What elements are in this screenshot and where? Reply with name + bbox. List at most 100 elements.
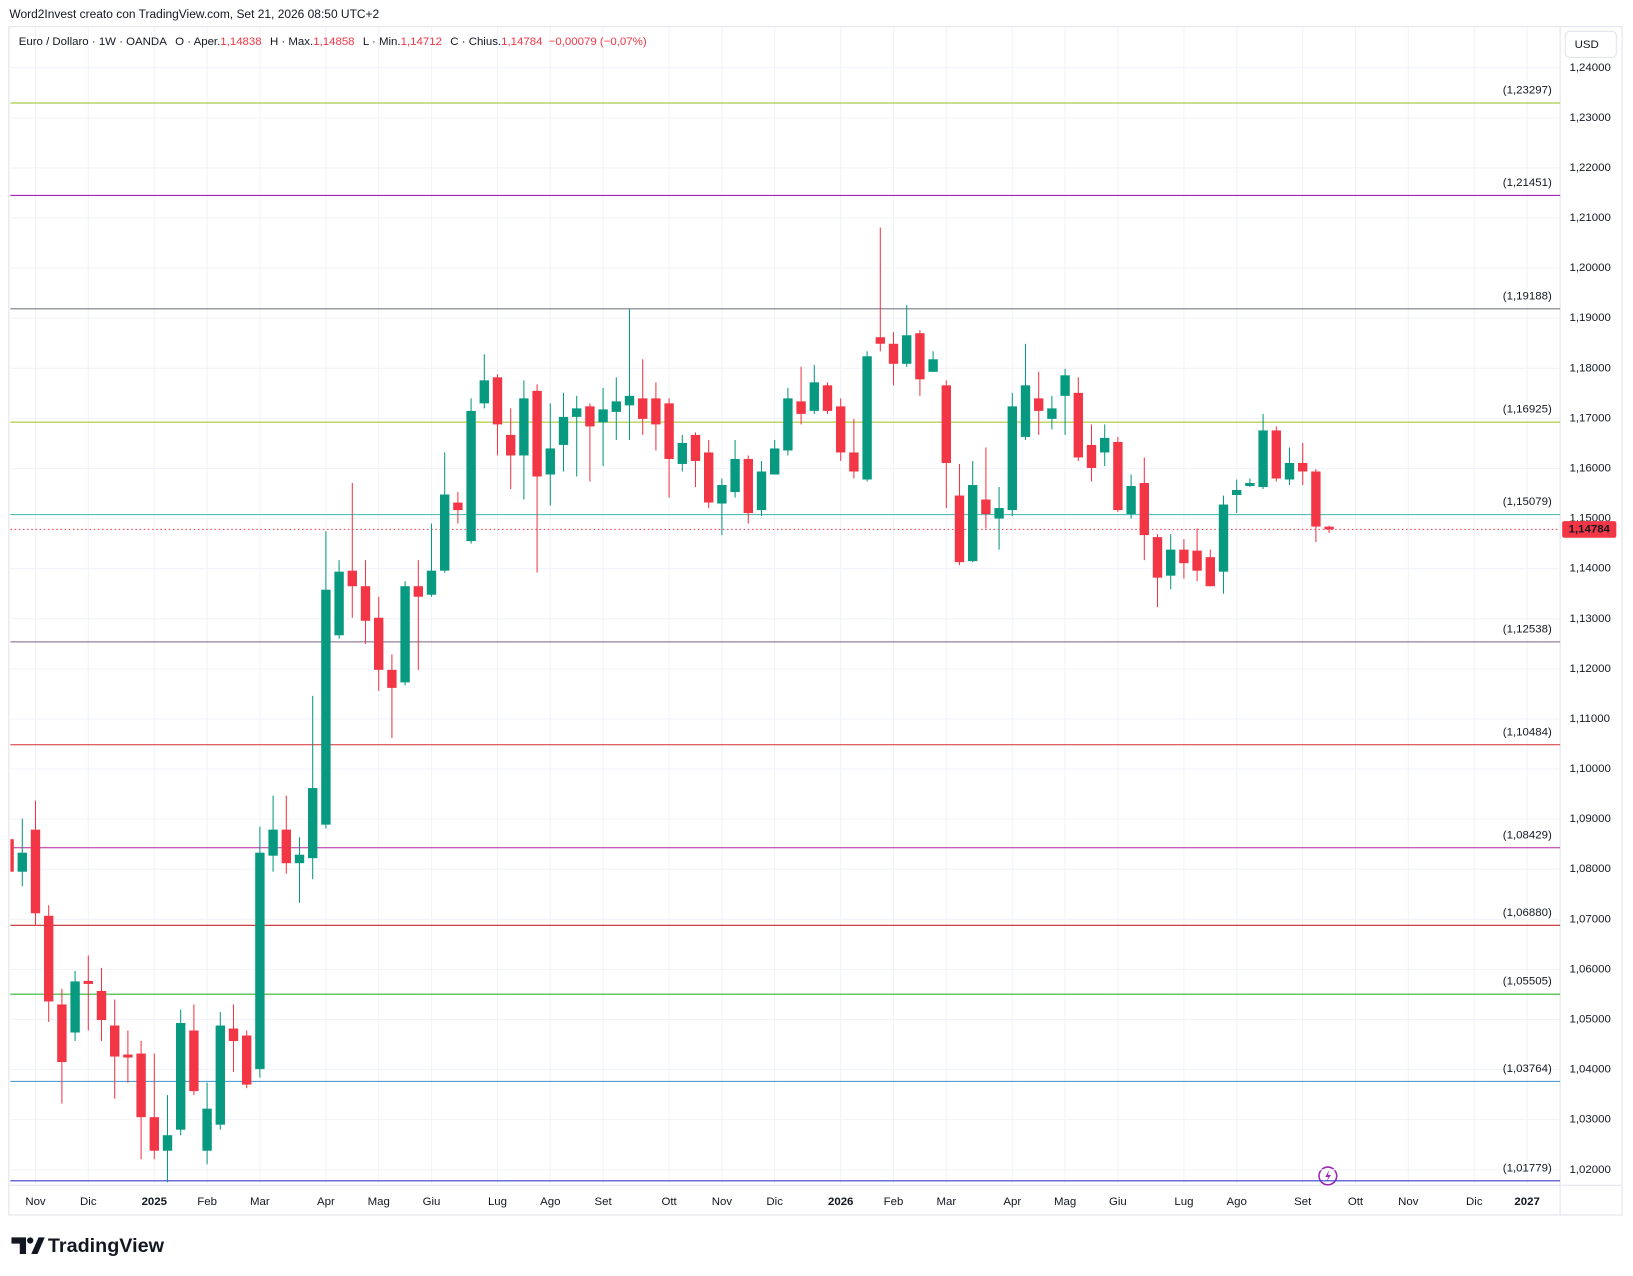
x-tick-label: Dic <box>1466 1196 1483 1208</box>
level-label: (1,12538) <box>1503 623 1552 635</box>
candle-body <box>387 669 397 688</box>
candle-body <box>519 398 529 456</box>
y-tick-label: 1,14000 <box>1569 563 1610 575</box>
candle-body <box>822 385 833 411</box>
candle-body <box>334 571 344 636</box>
candle-body <box>611 401 621 412</box>
candle-body <box>572 408 582 417</box>
candle-body <box>1179 549 1189 564</box>
x-tick-label: Nov <box>712 1196 733 1208</box>
candle-body <box>532 390 542 477</box>
grid <box>10 27 1561 1186</box>
candle-body <box>440 494 450 571</box>
candle-body <box>228 1028 239 1042</box>
candle-body <box>704 452 714 503</box>
x-tick-label: Ago <box>540 1196 560 1208</box>
candle-body <box>1020 385 1031 437</box>
y-tick-label: 1,05000 <box>1569 1014 1610 1026</box>
candle-body <box>968 485 978 562</box>
candle-body <box>308 788 318 859</box>
candle-body <box>1311 471 1321 527</box>
candle-body <box>928 359 938 372</box>
y-tick-label: 1,03000 <box>1569 1114 1610 1126</box>
candle-body <box>360 586 371 621</box>
currency-label[interactable]: USD <box>1575 39 1599 51</box>
level-label: (1,16925) <box>1503 404 1552 416</box>
legend-value: 1,14858 <box>313 36 354 48</box>
y-tick-label: 1,21000 <box>1569 212 1610 224</box>
candle-body <box>796 401 806 414</box>
candle-body <box>1139 483 1149 536</box>
legend-key: O · Aper. <box>175 36 220 48</box>
candle-body <box>836 406 846 453</box>
y-tick-label: 1,19000 <box>1569 312 1610 324</box>
candle-body <box>347 570 357 587</box>
y-tick-label: 1,02000 <box>1569 1164 1610 1176</box>
x-tick-label: Giu <box>1109 1196 1127 1208</box>
x-tick-label: Mar <box>936 1196 956 1208</box>
alert-bolt[interactable] <box>1325 1169 1331 1183</box>
candle-body <box>400 586 410 683</box>
candle-body <box>453 502 463 511</box>
y-tick-label: 1,20000 <box>1569 262 1610 274</box>
legend-key: C · Chius. <box>450 36 501 48</box>
level-label: (1,10484) <box>1503 726 1552 738</box>
x-tick-label: Feb <box>884 1196 904 1208</box>
candle-body <box>743 458 753 514</box>
levels: (1,23297) (1,21451) (1,19188) (1,16925) (1,1… <box>10 85 1561 1182</box>
candle-body <box>17 852 27 872</box>
candle-body <box>1205 557 1215 587</box>
candle-body <box>954 495 965 563</box>
candle-body <box>598 409 608 423</box>
y-tick-label: 1,16000 <box>1569 463 1610 475</box>
brand-name: TradingView <box>48 1235 165 1257</box>
candle-body <box>1258 430 1268 488</box>
x-tick-label: Nov <box>25 1196 46 1208</box>
y-tick-label: 1,18000 <box>1569 362 1610 374</box>
candle-body <box>730 458 740 493</box>
x-tick-label: Ago <box>1227 1196 1247 1208</box>
y-tick-label: 1,04000 <box>1569 1064 1610 1076</box>
candle-body <box>770 448 780 475</box>
x-tick-label: Nov <box>1398 1196 1419 1208</box>
x-tick-label: Mag <box>368 1196 390 1208</box>
x-tick-label: Dic <box>80 1196 97 1208</box>
candle-body <box>506 434 516 456</box>
currency-button[interactable]: USD <box>1564 30 1617 58</box>
x-tick-label: Ott <box>661 1196 677 1208</box>
candle-body <box>994 508 1004 519</box>
level-label: (1,08429) <box>1503 829 1552 841</box>
currency-box[interactable] <box>1564 30 1617 58</box>
candle-body <box>677 442 687 464</box>
candles <box>10 227 1334 1183</box>
candle-body <box>255 852 265 1070</box>
chart-frame <box>8 26 1623 1216</box>
candle-body <box>717 485 727 504</box>
y-tick-label: 1,06000 <box>1569 963 1610 975</box>
candle-body <box>1166 549 1176 576</box>
brand-logo: TradingView <box>11 1235 165 1257</box>
level-label: (1,21451) <box>1503 177 1552 189</box>
candle-body <box>466 410 476 542</box>
candle-body <box>374 617 384 670</box>
candle-body <box>941 385 951 463</box>
y-tick-label: 1,17000 <box>1569 412 1610 424</box>
candle-body <box>110 1025 120 1057</box>
candle-body <box>1152 537 1163 578</box>
candle-body <box>176 1022 186 1130</box>
candle-body <box>809 382 819 411</box>
candle-body <box>1192 550 1202 571</box>
y-tick-label: 1,09000 <box>1569 813 1610 825</box>
candle-body <box>915 333 925 380</box>
candle-body <box>545 448 555 475</box>
level-label: (1,06880) <box>1503 907 1552 919</box>
candle-body <box>44 915 54 1002</box>
candle-body <box>1126 486 1136 515</box>
x-tick-label: Lug <box>1174 1196 1193 1208</box>
candle-body <box>96 990 107 1020</box>
x-tick-label: Set <box>1294 1196 1312 1208</box>
candle-body <box>783 398 793 451</box>
axes: 1,02000 1,03000 1,04000 1,05000 1,06000 1,070… <box>25 62 1617 1208</box>
candle-body <box>1245 483 1255 487</box>
level-label: (1,01779) <box>1503 1162 1552 1174</box>
